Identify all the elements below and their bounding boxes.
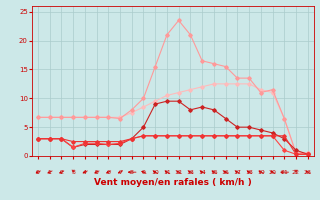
X-axis label: Vent moyen/en rafales ( km/h ): Vent moyen/en rafales ( km/h ) <box>94 178 252 187</box>
